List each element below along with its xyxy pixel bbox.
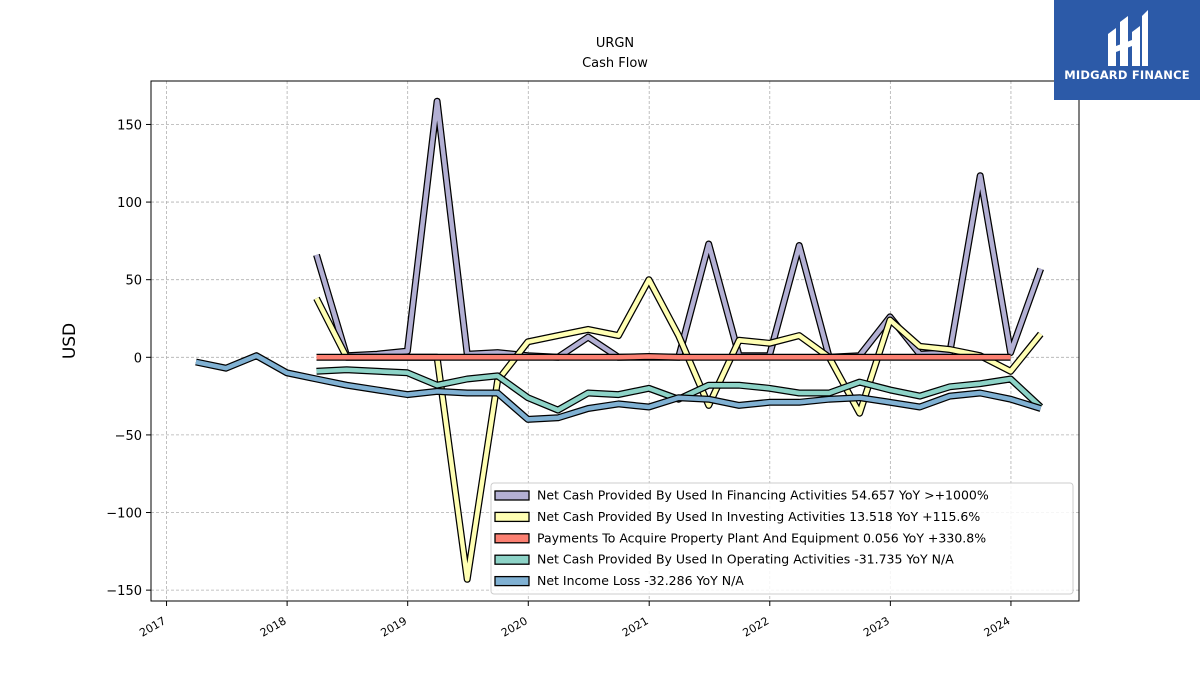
y-axis-label: USD xyxy=(60,323,80,359)
brand-logo: MIDGARD FINANCE xyxy=(1054,0,1200,100)
legend-entry: Net Cash Provided By Used In Financing A… xyxy=(537,488,989,503)
chart-title: URGN xyxy=(596,36,634,51)
x-tick-label: 2024 xyxy=(982,614,1013,639)
legend-entry: Net Cash Provided By Used In Operating A… xyxy=(537,552,954,567)
x-tick-label: 2023 xyxy=(861,614,892,639)
series-line-3 xyxy=(316,354,1011,360)
y-tick-label: 100 xyxy=(117,196,142,211)
legend-swatch xyxy=(494,554,530,565)
legend-box xyxy=(490,482,1074,595)
midgard-logo-icon xyxy=(1108,10,1148,66)
y-tick-label: 0 xyxy=(134,351,142,366)
y-tick-label: −150 xyxy=(106,584,142,599)
plot-frame xyxy=(150,80,1080,602)
y-axis: −150 −100 −50 0 50 100 150 xyxy=(106,118,151,599)
chart-legend: Net Cash Provided By Used In Financing A… xyxy=(490,482,1074,595)
series-lines xyxy=(195,97,1044,583)
series-line-5 xyxy=(195,353,1042,422)
x-tick-label: 2019 xyxy=(378,614,409,639)
legend-entry: Net Income Loss -32.286 YoY N/A xyxy=(537,573,744,588)
chart-subtitle: Cash Flow xyxy=(582,56,648,71)
series-outline-1 xyxy=(313,97,1044,361)
x-tick-label: 2021 xyxy=(620,614,651,639)
x-tick-label: 2020 xyxy=(499,614,530,639)
legend-entry: Payments To Acquire Property Plant And E… xyxy=(537,530,986,545)
legend-swatch xyxy=(494,533,530,544)
legend-swatch xyxy=(494,490,530,501)
x-axis: 2017 2018 2019 2020 2021 2022 2023 2024 xyxy=(137,601,1012,640)
y-tick-label: 50 xyxy=(125,274,142,289)
legend-entry: Net Cash Provided By Used In Investing A… xyxy=(537,509,980,524)
x-tick-label: 2022 xyxy=(741,614,772,639)
legend-swatch xyxy=(494,511,530,523)
y-tick-label: 150 xyxy=(117,118,142,133)
y-tick-label: −50 xyxy=(115,429,142,444)
x-tick-label: 2017 xyxy=(137,614,168,639)
x-tick-label: 2018 xyxy=(258,614,289,639)
legend-swatch xyxy=(494,575,530,587)
brand-name: MIDGARD FINANCE xyxy=(1064,68,1190,82)
y-tick-label: −100 xyxy=(106,507,142,522)
series-outline-5 xyxy=(195,352,1042,423)
